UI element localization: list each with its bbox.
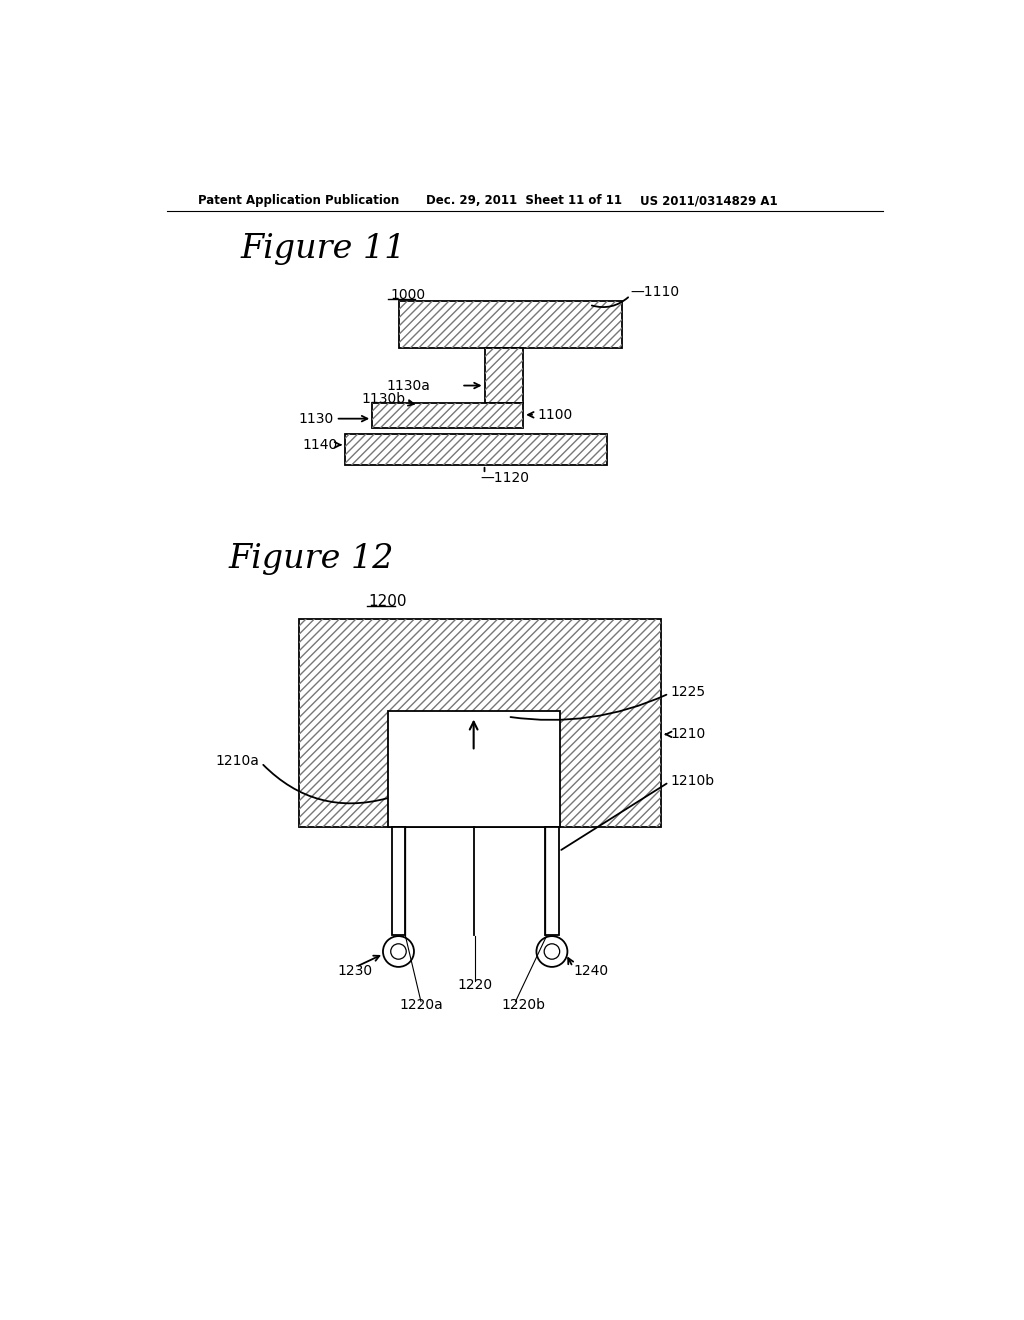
Text: 1210b: 1210b [671,774,715,788]
Text: Patent Application Publication: Patent Application Publication [198,194,399,207]
Text: 1225: 1225 [671,685,706,700]
Bar [299,619,662,826]
Text: 1210: 1210 [671,727,706,742]
Text: US 2011/0314829 A1: US 2011/0314829 A1 [640,194,777,207]
Text: 1220: 1220 [458,978,493,991]
Text: 1220b: 1220b [502,998,545,1012]
Text: 1220a: 1220a [399,998,442,1012]
Text: 1130: 1130 [299,412,334,425]
Text: 1240: 1240 [573,964,608,978]
Text: 1130b: 1130b [361,392,406,407]
Bar [484,348,523,404]
Text: 1140: 1140 [302,438,338,451]
Text: Figure 12: Figure 12 [228,543,394,574]
Bar [399,301,623,348]
Bar [345,434,607,465]
Bar [372,404,523,428]
Bar [345,434,607,465]
Text: —1110: —1110 [630,285,679,298]
Bar [391,826,406,935]
Text: Dec. 29, 2011  Sheet 11 of 11: Dec. 29, 2011 Sheet 11 of 11 [426,194,623,207]
Text: 1200: 1200 [369,594,407,609]
Bar [299,619,662,826]
Bar [372,404,523,428]
Text: 1100: 1100 [538,408,572,422]
Text: Figure 11: Figure 11 [241,234,406,265]
Bar [399,301,623,348]
Bar [484,348,523,404]
Bar [545,826,559,935]
Text: —1120: —1120 [480,471,529,484]
Text: 1000: 1000 [390,289,425,302]
Text: 1210a: 1210a [216,754,260,768]
Text: 1230: 1230 [337,964,373,978]
Bar [388,711,560,826]
Text: 1130a: 1130a [386,379,430,392]
